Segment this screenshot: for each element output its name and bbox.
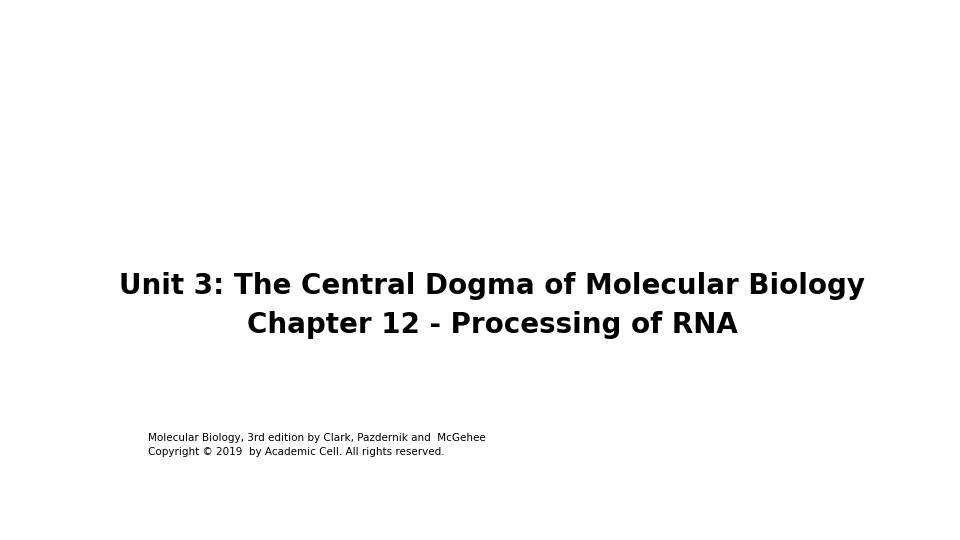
Text: Unit 3: The Central Dogma of Molecular Biology
Chapter 12 - Processing of RNA: Unit 3: The Central Dogma of Molecular B… [119,273,865,340]
Text: Molecular Biology, 3rd edition by Clark, Pazdernik and  McGehee
Copyright © 2019: Molecular Biology, 3rd edition by Clark,… [148,433,486,457]
